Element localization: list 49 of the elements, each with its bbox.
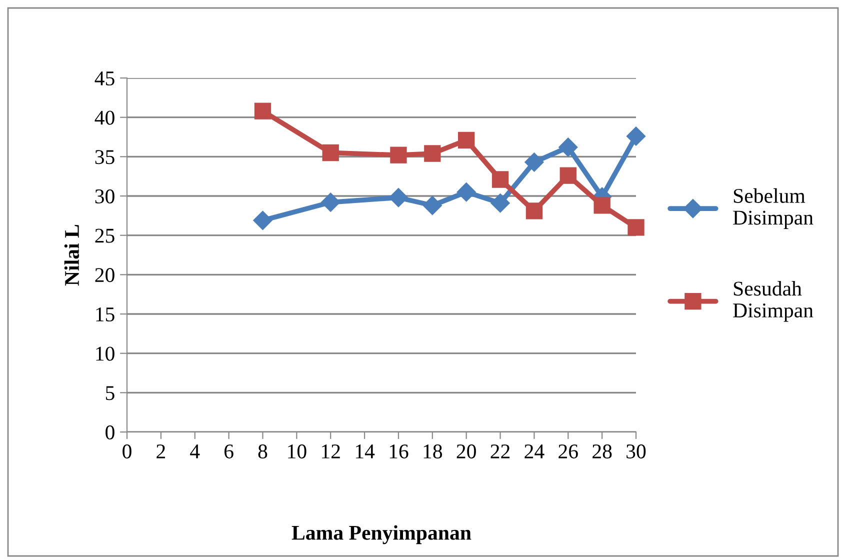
point [388, 188, 408, 208]
x-axis-title: Lama Penyimpanan [292, 525, 472, 544]
point [254, 102, 272, 120]
x-tick-label: 26 [558, 444, 578, 458]
legend-label: Sebelum Disimpan [733, 188, 814, 229]
legend-label: Sesudah Disimpan [733, 281, 814, 322]
y-tick-label: 35 [95, 150, 114, 164]
point [490, 194, 510, 213]
x-tick-label: 12 [322, 444, 340, 458]
point [594, 197, 610, 214]
point [321, 192, 340, 212]
point [628, 219, 644, 236]
x-tick-label: 0 [122, 444, 132, 458]
x-tick-label: 14 [356, 444, 375, 458]
y-tick-label: 15 [96, 307, 114, 322]
y-tick-label: 0 [106, 425, 114, 440]
x-tick-label: 18 [424, 444, 442, 458]
point [422, 196, 442, 215]
y-tick-label: 25 [95, 228, 114, 243]
x-tick-label: 6 [224, 444, 234, 458]
y-tick-label: 45 [94, 72, 114, 86]
x-tick-label: 10 [288, 444, 306, 458]
point [558, 138, 578, 157]
x-tick-label: 8 [258, 444, 268, 458]
point [390, 146, 407, 164]
x-tick-label: 16 [390, 444, 408, 458]
point [456, 182, 476, 202]
x-tick-label: 2 [156, 444, 165, 458]
point [322, 144, 339, 162]
point [458, 132, 475, 148]
x-tick-label: 24 [524, 444, 544, 458]
point [253, 210, 272, 230]
point [524, 152, 544, 172]
x-tick-label: 28 [592, 444, 612, 458]
y-tick-label: 20 [95, 268, 114, 282]
point [626, 126, 646, 146]
y-tick-label: 30 [95, 189, 114, 204]
x-tick-label: 22 [490, 444, 510, 458]
point [526, 202, 543, 220]
x-tick-label: 30 [626, 444, 646, 458]
y-tick-label: 40 [94, 110, 114, 125]
y-tick-label: 10 [96, 346, 114, 361]
x-tick-label: 20 [456, 444, 476, 458]
point [560, 167, 576, 184]
x-tick-label: 4 [190, 444, 200, 458]
point [492, 171, 509, 188]
point [424, 145, 441, 162]
y-axis-title: Nilai L [64, 224, 80, 286]
y-tick-label: 5 [106, 386, 114, 400]
